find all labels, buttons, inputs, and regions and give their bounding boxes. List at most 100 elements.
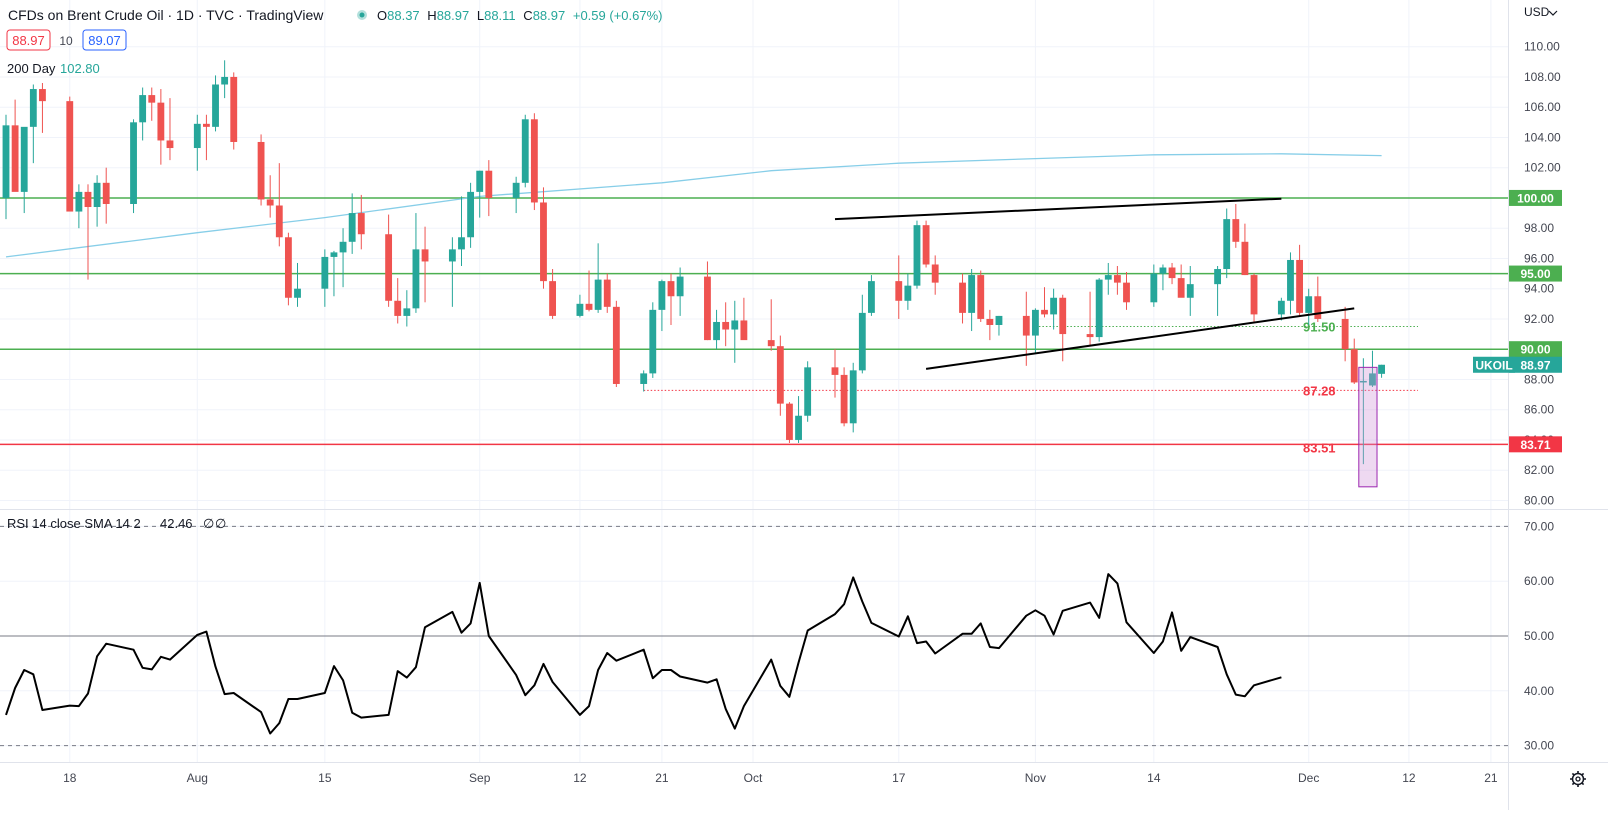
candle[interactable] bbox=[540, 187, 547, 289]
candle[interactable] bbox=[1113, 266, 1121, 295]
candle[interactable] bbox=[394, 278, 402, 324]
candle[interactable] bbox=[202, 114, 210, 161]
candle[interactable] bbox=[294, 262, 301, 307]
candle[interactable] bbox=[1041, 287, 1048, 318]
candle[interactable] bbox=[403, 290, 411, 327]
candle[interactable] bbox=[795, 396, 802, 443]
candle[interactable] bbox=[1369, 350, 1376, 387]
candle[interactable] bbox=[849, 362, 857, 433]
rsi-line[interactable] bbox=[5, 573, 1282, 735]
candle[interactable] bbox=[1095, 278, 1103, 342]
candle[interactable] bbox=[1031, 308, 1039, 354]
candle[interactable] bbox=[230, 72, 238, 150]
candle[interactable] bbox=[977, 270, 985, 322]
candle[interactable] bbox=[1150, 264, 1158, 307]
ma-legend-label[interactable]: 200 Day bbox=[7, 61, 56, 76]
candle[interactable] bbox=[448, 237, 456, 307]
candle[interactable] bbox=[549, 269, 557, 319]
candle[interactable] bbox=[603, 273, 611, 313]
candle[interactable] bbox=[931, 255, 939, 295]
candle[interactable] bbox=[858, 294, 866, 374]
chart-title[interactable]: CFDs on Brent Crude Oil · 1D · TVC · Tra… bbox=[8, 7, 324, 23]
candle[interactable] bbox=[1287, 252, 1294, 315]
settings-gear-icon[interactable] bbox=[1570, 771, 1586, 787]
candle[interactable] bbox=[640, 370, 648, 392]
highlight-box[interactable] bbox=[1358, 366, 1378, 488]
candle[interactable] bbox=[458, 196, 465, 266]
candle[interactable] bbox=[29, 84, 37, 164]
candle[interactable] bbox=[1359, 358, 1367, 465]
candle[interactable] bbox=[1378, 364, 1385, 378]
candle[interactable] bbox=[275, 163, 283, 247]
candle[interactable] bbox=[740, 297, 748, 341]
candle[interactable] bbox=[385, 214, 393, 307]
candle[interactable] bbox=[1214, 266, 1222, 316]
candle[interactable] bbox=[75, 184, 83, 229]
candle[interactable] bbox=[330, 250, 338, 297]
candle[interactable] bbox=[1305, 288, 1313, 325]
candle[interactable] bbox=[357, 194, 365, 250]
candle[interactable] bbox=[767, 299, 775, 351]
currency-selector[interactable]: USD bbox=[1524, 5, 1558, 19]
candle[interactable] bbox=[421, 226, 429, 303]
candle[interactable] bbox=[284, 232, 292, 306]
drawings-layer[interactable] bbox=[834, 197, 1378, 488]
trendline[interactable] bbox=[834, 197, 1282, 221]
candle[interactable] bbox=[868, 275, 875, 316]
candle[interactable] bbox=[467, 182, 475, 248]
candle[interactable] bbox=[840, 367, 848, 427]
candle[interactable] bbox=[786, 402, 793, 443]
candle[interactable] bbox=[831, 349, 839, 398]
candle[interactable] bbox=[968, 269, 976, 332]
candle[interactable] bbox=[1186, 266, 1194, 316]
candle[interactable] bbox=[1350, 338, 1358, 384]
candle[interactable] bbox=[11, 99, 19, 192]
candle[interactable] bbox=[1123, 272, 1130, 310]
chevron-down-icon[interactable] bbox=[1548, 10, 1558, 16]
candle[interactable] bbox=[412, 213, 420, 313]
candle[interactable] bbox=[212, 75, 219, 132]
candle[interactable] bbox=[2, 114, 10, 220]
candle[interactable] bbox=[157, 89, 165, 165]
candle[interactable] bbox=[1314, 276, 1322, 322]
candle[interactable] bbox=[221, 60, 229, 99]
candle[interactable] bbox=[722, 302, 730, 347]
candle[interactable] bbox=[585, 270, 593, 312]
candle[interactable] bbox=[904, 273, 912, 310]
candle[interactable] bbox=[166, 98, 174, 161]
candles-layer[interactable] bbox=[2, 60, 1385, 465]
candle[interactable] bbox=[1250, 273, 1258, 322]
candle[interactable] bbox=[530, 113, 538, 211]
candle[interactable] bbox=[612, 300, 620, 387]
candle[interactable] bbox=[102, 167, 110, 224]
candle[interactable] bbox=[704, 261, 711, 341]
candle[interactable] bbox=[713, 309, 720, 350]
candle[interactable] bbox=[1086, 291, 1094, 347]
candle[interactable] bbox=[804, 361, 812, 422]
candle[interactable] bbox=[257, 134, 265, 206]
currency-label[interactable]: USD bbox=[1524, 5, 1550, 19]
candle[interactable] bbox=[1104, 262, 1112, 295]
candle[interactable] bbox=[658, 279, 666, 332]
candle[interactable] bbox=[93, 175, 101, 227]
candle[interactable] bbox=[959, 273, 966, 324]
candle[interactable] bbox=[266, 175, 274, 218]
candle[interactable] bbox=[521, 114, 529, 188]
candle[interactable] bbox=[512, 176, 520, 214]
candle[interactable] bbox=[776, 335, 784, 416]
candle[interactable] bbox=[1159, 264, 1167, 291]
sell-button[interactable] bbox=[6, 29, 51, 51]
candle[interactable] bbox=[476, 170, 484, 218]
buy-button[interactable] bbox=[82, 29, 127, 51]
candle[interactable] bbox=[731, 300, 739, 363]
candle[interactable] bbox=[66, 96, 74, 212]
candle[interactable] bbox=[913, 220, 921, 289]
rsi-label[interactable]: RSI 14 close SMA 14 2 bbox=[7, 516, 141, 531]
candle[interactable] bbox=[895, 255, 903, 319]
candle[interactable] bbox=[39, 82, 46, 133]
candle[interactable] bbox=[20, 126, 28, 214]
trendline[interactable] bbox=[925, 307, 1355, 370]
